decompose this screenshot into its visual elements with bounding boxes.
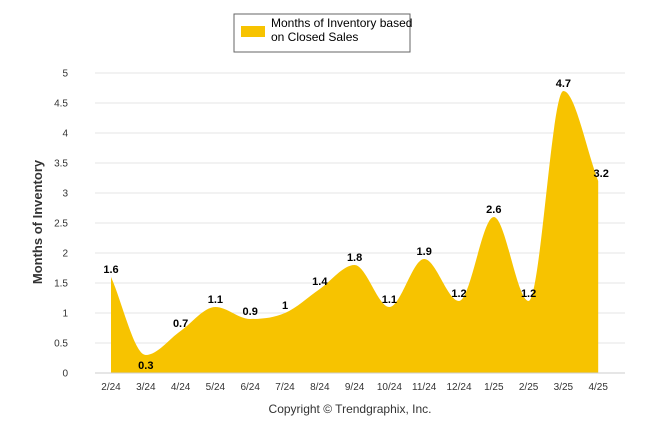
data-labels: 1.6 0.3 0.7 1.1 0.9 1 1.4 1.8 1.1 1.9 1.2 2.6 1.2 4.7… — [103, 78, 608, 372]
x-tick-label: 11/24 — [412, 382, 437, 393]
x-tick-label: 9/24 — [345, 382, 365, 393]
data-label: 3.2 — [594, 168, 609, 180]
data-label: 1.6 — [103, 264, 118, 276]
data-label: 4.7 — [556, 78, 571, 90]
x-tick-label: 1/25 — [484, 382, 504, 393]
data-label: 1.2 — [451, 288, 466, 300]
x-tick-label: 4/24 — [171, 382, 191, 393]
x-tick-label: 12/24 — [446, 382, 471, 393]
data-label: 1.8 — [347, 252, 362, 264]
y-tick-label: 2.5 — [54, 219, 68, 230]
x-tick-label: 4/25 — [588, 382, 608, 393]
legend-label-line-1: Months of Inventory based — [271, 16, 412, 30]
x-tick-label: 2/24 — [101, 382, 121, 393]
y-tick-label: 0 — [62, 369, 68, 380]
x-tick-label: 6/24 — [240, 382, 260, 393]
y-axis-title: Months of Inventory — [30, 159, 45, 284]
y-tick-label: 0.5 — [54, 339, 68, 350]
x-tick-label: 3/24 — [136, 382, 156, 393]
x-tick-label: 3/25 — [554, 382, 574, 393]
x-tick-label: 5/24 — [206, 382, 226, 393]
y-axis-ticks: 0 0.5 1 1.5 2 2.5 3 3.5 4 4.5 5 — [54, 69, 68, 380]
x-tick-label: 7/24 — [275, 382, 295, 393]
y-tick-label: 4.5 — [54, 99, 68, 110]
data-label: 1.4 — [312, 276, 328, 288]
data-label: 1.1 — [208, 294, 223, 306]
data-label: 0.7 — [173, 318, 188, 330]
x-tick-label: 8/24 — [310, 382, 330, 393]
y-tick-label: 4 — [62, 129, 68, 140]
y-tick-label: 5 — [62, 69, 68, 80]
copyright-text: Copyright © Trendgraphix, Inc. — [269, 402, 432, 416]
x-axis-ticks: 2/24 3/24 4/24 5/24 6/24 7/24 8/24 9/24 10/24 11/… — [101, 382, 608, 393]
legend: Months of Inventory based on Closed Sale… — [233, 13, 412, 53]
data-label: 1 — [282, 300, 288, 312]
y-tick-label: 1 — [62, 309, 68, 320]
data-label: 0.9 — [243, 306, 258, 318]
data-label: 1.1 — [382, 294, 397, 306]
data-label: 1.2 — [521, 288, 536, 300]
y-tick-label: 2 — [62, 249, 68, 260]
data-label: 0.3 — [138, 360, 153, 372]
y-tick-label: 3.5 — [54, 159, 68, 170]
legend-label-line-2: on Closed Sales — [271, 30, 358, 44]
y-tick-label: 1.5 — [54, 279, 68, 290]
x-tick-label: 2/25 — [519, 382, 539, 393]
data-label: 2.6 — [486, 204, 501, 216]
x-tick-label: 10/24 — [377, 382, 402, 393]
series-area — [111, 91, 599, 373]
data-label: 1.9 — [417, 246, 432, 258]
legend-swatch — [241, 26, 265, 37]
y-tick-label: 3 — [62, 189, 68, 200]
